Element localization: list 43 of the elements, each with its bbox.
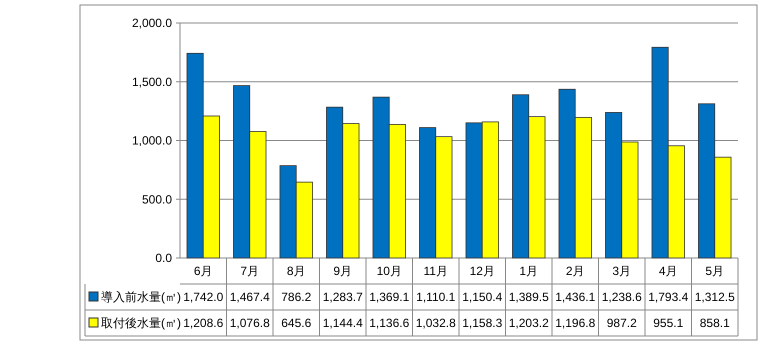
legend-label: 取付後水量(㎥) xyxy=(101,316,181,330)
data-label: 1,283.7 xyxy=(322,290,364,304)
data-label: 1,158.3 xyxy=(462,316,503,330)
data-label: 1,742.0 xyxy=(183,290,224,304)
x-tick-label: 4月 xyxy=(658,264,678,278)
y-tick-label: 0.0 xyxy=(155,251,172,265)
data-label: 645.6 xyxy=(281,316,312,330)
y-tick-label: 500.0 xyxy=(142,192,172,206)
data-label: 786.2 xyxy=(281,290,312,304)
data-label: 1,238.6 xyxy=(602,290,642,304)
legend-label: 導入前水量(㎥) xyxy=(101,290,181,304)
data-label: 1,144.4 xyxy=(322,316,364,330)
x-tick-label: 9月 xyxy=(333,264,352,278)
data-label: 1,032.8 xyxy=(416,316,456,330)
data-label: 858.1 xyxy=(700,316,730,330)
x-tick-label: 6月 xyxy=(194,264,213,278)
data-label: 1,312.5 xyxy=(694,290,736,304)
data-label: 987.2 xyxy=(606,316,638,330)
x-tick-label: 1月 xyxy=(519,264,538,278)
data-label: 1,110.1 xyxy=(416,290,456,304)
x-tick-label: 11月 xyxy=(424,264,448,278)
x-tick-label: 3月 xyxy=(612,264,632,278)
y-tick-label: 1,500.0 xyxy=(132,74,172,89)
x-tick-label: 12月 xyxy=(470,264,495,278)
data-label: 1,793.4 xyxy=(648,290,689,304)
data-label: 1,150.4 xyxy=(462,290,503,304)
data-label: 1,196.8 xyxy=(555,316,596,330)
data-label: 1,076.8 xyxy=(230,316,270,330)
data-label: 1,389.5 xyxy=(508,290,550,304)
data-label: 1,203.2 xyxy=(508,316,550,330)
data-label: 1,369.1 xyxy=(369,290,410,304)
x-tick-label: 2月 xyxy=(566,264,585,278)
data-label: 955.1 xyxy=(653,316,684,330)
x-tick-label: 5月 xyxy=(705,264,724,278)
y-tick-label: 2,000.0 xyxy=(132,16,172,30)
data-label: 1,208.6 xyxy=(183,316,224,330)
x-tick-label: 8月 xyxy=(286,264,306,278)
y-tick-label: 1,000.0 xyxy=(132,134,172,148)
x-tick-label: 10月 xyxy=(376,264,402,278)
data-label: 1,136.6 xyxy=(369,316,410,330)
data-label: 1,467.4 xyxy=(230,290,270,304)
x-tick-label: 7月 xyxy=(240,264,260,278)
data-label: 1,436.1 xyxy=(555,290,596,304)
